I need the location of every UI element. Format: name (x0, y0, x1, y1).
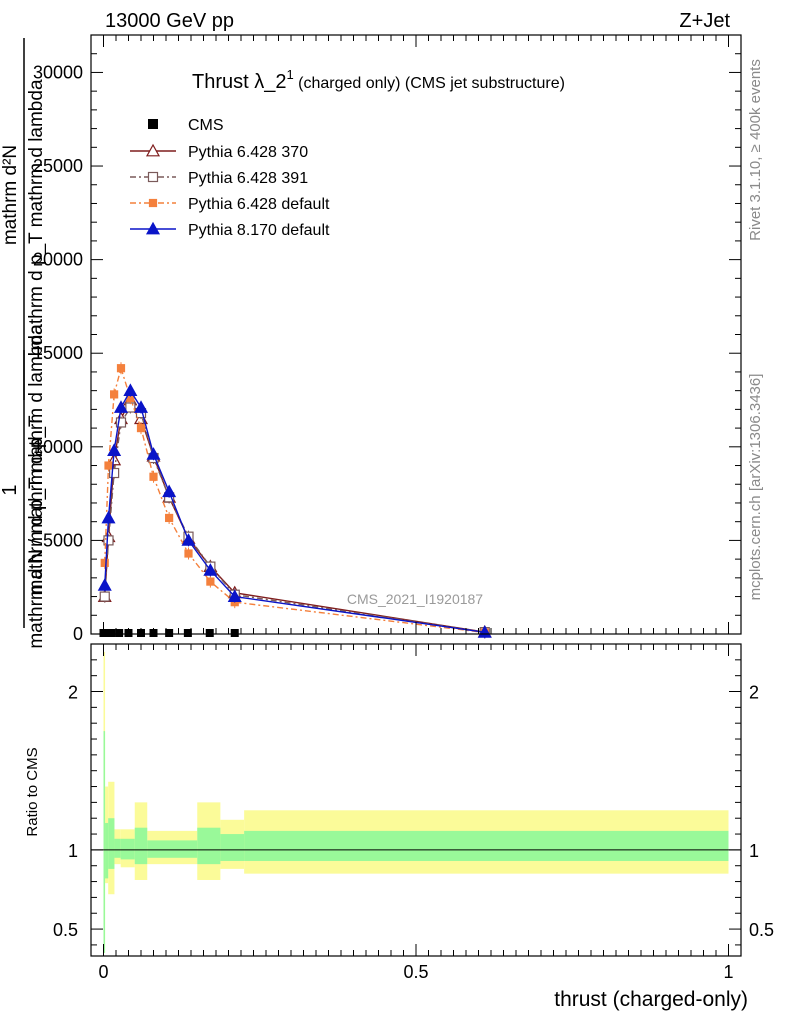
ratio-band-inner (244, 830, 729, 861)
y-axis-label-top: mathrm d²N (0, 145, 21, 245)
series-point (110, 390, 119, 399)
series-layer (97, 362, 492, 639)
cms-point (230, 629, 239, 637)
legend-label: Pythia 6.428 370 (188, 144, 308, 161)
series-point (97, 578, 112, 591)
ratio-band-inner (108, 818, 115, 869)
legend-label: CMS (188, 117, 224, 134)
ratio-band-inner (134, 827, 148, 865)
rivet-label: Rivet 3.1.10, ≥ 400k events (747, 59, 764, 241)
main-y-tick-label: 30000 (33, 62, 83, 82)
legend-label: Pythia 6.428 391 (188, 170, 308, 187)
ratio-band-inner (197, 827, 221, 865)
cms-point (107, 629, 116, 637)
ratio-uncertainty-bands (91, 651, 741, 953)
legend-marker (148, 119, 158, 129)
plot-title-sup: 1 (286, 67, 293, 82)
series-point (123, 383, 138, 397)
header-left: 13000 GeV pp (105, 10, 234, 32)
cms-point (115, 629, 124, 637)
y-axis-label-one: 1 (0, 484, 21, 495)
series-point (149, 472, 158, 481)
ratio-band-inner (120, 838, 135, 860)
cms-point (183, 629, 192, 637)
x-tick-label: 0.5 (403, 962, 428, 982)
legend: CMS Pythia 6.428 370 Pythia 6.428 391 Pythi… (130, 117, 330, 239)
plot-title-suffix: (charged only) (CMS jet substructure) (294, 75, 565, 92)
ratio-band-inner (103, 731, 106, 953)
ratio-band-inner (114, 838, 121, 858)
main-y-tick-label: 0 (73, 624, 83, 644)
plot-title-main: Thrust λ_2 (192, 71, 286, 93)
header-right: Z+Jet (679, 10, 730, 32)
series-point (184, 549, 193, 558)
series-point (136, 423, 146, 433)
ratio-y-tick-label-right: 0.5 (749, 920, 774, 940)
main-y-tick-label: 5000 (43, 530, 83, 550)
series-point (99, 591, 110, 602)
mcplots-label: mcplots.cern.ch [arXiv:1306.3436] (747, 374, 764, 601)
series-point (104, 461, 113, 470)
series-point (165, 513, 174, 523)
series-point (125, 402, 136, 413)
legend-marker (145, 143, 161, 157)
y-axis-label-denominator-mid: mathrm d p_T mathrm d lambda (26, 324, 47, 595)
ratio-y-tick-label-right: 1 (749, 841, 759, 861)
y-axis-label-mid: mathrm d p_T mathrm d lambda (26, 79, 47, 350)
cms-point (165, 629, 174, 637)
main-y-tick-label: 15000 (33, 343, 83, 363)
series-point (107, 443, 122, 456)
plot-title: Thrust λ_21 (charged only) (CMS jet subs… (192, 67, 565, 93)
main-y-tick-label: 20000 (33, 250, 83, 270)
cms-point (102, 629, 111, 637)
ratio-y-axis-label: Ratio to CMS (24, 747, 41, 836)
legend-label: Pythia 8.170 default (188, 222, 330, 239)
main-y-tick-label: 10000 (33, 437, 83, 457)
axes (90, 34, 742, 957)
series-point (133, 400, 149, 413)
legend-label: Pythia 6.428 default (188, 196, 330, 213)
x-tick-label: 0 (98, 962, 108, 982)
series-point (115, 417, 127, 428)
series-point (103, 535, 114, 546)
cms-markers (99, 629, 239, 637)
ratio-y-tick-label: 0.5 (53, 920, 78, 940)
x-tick-label: 1 (723, 962, 733, 982)
series-point (203, 563, 218, 576)
series-point (101, 510, 116, 524)
series-point (206, 577, 215, 586)
ratio-plot-frame (90, 643, 742, 957)
series-point (116, 364, 126, 373)
y-axis-label-bottom: mathrm d N / mathrm d p_T (26, 415, 47, 649)
x-axis-label: thrust (charged-only) (554, 988, 748, 1011)
ratio-y-tick-label: 1 (68, 841, 78, 861)
legend-marker (147, 171, 159, 183)
legend-marker (145, 221, 161, 235)
ratio-band-inner (220, 834, 245, 861)
legend-marker (148, 198, 158, 208)
series-point (181, 533, 196, 546)
ratio-band-inner (105, 822, 109, 879)
tick-labels: 0 5000 10000 15000 20000 25000 30000 0 0.5 1 0.5 0.… (33, 62, 774, 982)
series-point (109, 467, 120, 479)
series-point (100, 558, 109, 567)
cms-point (205, 629, 214, 637)
series-point (162, 484, 177, 498)
ratio-y-tick-label-right: 2 (749, 683, 759, 703)
main-y-tick-label: 25000 (33, 156, 83, 176)
series-point (113, 400, 129, 413)
series-point (227, 589, 242, 602)
series-point (146, 447, 161, 460)
ratio-y-tick-label: 2 (68, 683, 78, 703)
ratio-band-inner (147, 840, 198, 858)
analysis-watermark: CMS_2021_I1920187 (347, 591, 483, 607)
